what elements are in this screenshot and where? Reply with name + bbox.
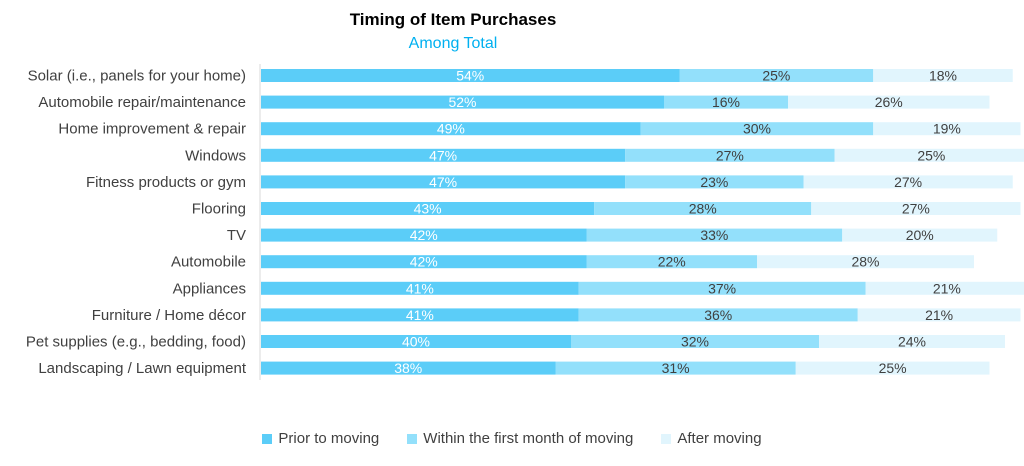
- bar-segment-series-2: [586, 228, 843, 242]
- bar-segment-series-1: [261, 281, 579, 295]
- category-label: Automobile: [171, 254, 246, 271]
- bar-segment-series-3: [834, 148, 1024, 162]
- category-label: Furniture / Home décor: [92, 307, 246, 324]
- data-label: 38%: [394, 360, 422, 376]
- bar-segment-series-1: [261, 335, 571, 348]
- bar-segment-series-1: [261, 361, 556, 375]
- category-label: Fitness products or gym: [86, 174, 246, 191]
- bar-segment-series-1: [261, 148, 626, 162]
- bar-segment-series-2: [640, 122, 874, 136]
- bar-segment-series-1: [261, 308, 579, 322]
- data-label: 28%: [689, 201, 717, 217]
- bar-segment-series-1: [261, 228, 587, 242]
- bar-segment-series-2: [586, 255, 757, 269]
- legend-swatch: [262, 433, 273, 444]
- bar-segment-series-1: [261, 69, 680, 82]
- bar-segment-series-1: [261, 255, 587, 269]
- data-label: 41%: [406, 307, 434, 323]
- data-label: 25%: [762, 68, 790, 84]
- data-label: 43%: [414, 201, 442, 217]
- bar-segment-series-2: [664, 95, 788, 109]
- legend-label: Within the first month of moving: [423, 430, 634, 447]
- bar-segment-series-3: [795, 361, 990, 375]
- legend-swatch: [407, 433, 418, 444]
- legend-label: After moving: [677, 430, 762, 447]
- bar-segment-series-1: [261, 175, 626, 189]
- bar-segment-series-3: [819, 335, 1005, 348]
- bar-segment-series-1: [261, 202, 595, 215]
- bar-segment-series-2: [578, 308, 858, 322]
- bar-segment-series-3: [788, 95, 990, 109]
- data-label: 23%: [700, 174, 728, 190]
- data-label: 27%: [716, 147, 744, 163]
- category-label: Flooring: [192, 201, 246, 218]
- data-label: 37%: [708, 280, 736, 296]
- data-label: 33%: [700, 227, 728, 243]
- category-label: Solar (i.e., panels for your home): [28, 68, 246, 85]
- legend-item: After moving: [661, 430, 762, 447]
- data-label: 27%: [902, 201, 930, 217]
- bar-segment-series-3: [811, 202, 1021, 215]
- data-label: 36%: [704, 307, 732, 323]
- data-label: 26%: [875, 94, 903, 110]
- data-label: 25%: [917, 147, 945, 163]
- data-label: 40%: [402, 334, 430, 350]
- bar-segment-series-3: [873, 69, 1013, 82]
- data-label: 27%: [894, 174, 922, 190]
- category-label: Pet supplies (e.g., bedding, food): [26, 334, 246, 351]
- legend: Prior to moving Within the first month of…: [0, 430, 1024, 447]
- data-label: 28%: [851, 254, 879, 270]
- bar-segment-series-2: [594, 202, 812, 215]
- data-label: 41%: [406, 280, 434, 296]
- category-label: Landscaping / Lawn equipment: [38, 360, 246, 377]
- bar-segment-series-2: [625, 175, 804, 189]
- data-label: 21%: [925, 307, 953, 323]
- data-label: 16%: [712, 94, 740, 110]
- bar-segment-series-2: [571, 335, 819, 348]
- bar-segment-series-3: [873, 122, 1021, 136]
- data-label: 19%: [933, 121, 961, 137]
- data-label: 30%: [743, 121, 771, 137]
- category-label: Windows: [185, 147, 246, 164]
- legend-label: Prior to moving: [278, 430, 380, 447]
- data-label: 20%: [906, 227, 934, 243]
- data-label: 47%: [429, 174, 457, 190]
- data-label: 32%: [681, 334, 709, 350]
- chart-subtitle: Among Total: [409, 35, 498, 52]
- legend-item: Within the first month of moving: [407, 430, 633, 447]
- bar-segment-series-3: [757, 255, 974, 269]
- bar-segment-series-2: [679, 69, 874, 82]
- data-label: 49%: [437, 121, 465, 137]
- data-label: 18%: [929, 68, 957, 84]
- data-label: 25%: [879, 360, 907, 376]
- chart-title: Timing of Item Purchases: [350, 10, 557, 29]
- data-label: 24%: [898, 334, 926, 350]
- bar-segment-series-3: [842, 228, 998, 242]
- category-label: TV: [227, 227, 246, 244]
- bar-segment-series-2: [625, 148, 835, 162]
- bar-segment-series-2: [578, 281, 866, 295]
- data-label: 42%: [410, 227, 438, 243]
- legend-item: Prior to moving: [262, 430, 379, 447]
- data-label: 22%: [658, 254, 686, 270]
- data-label: 52%: [448, 94, 476, 110]
- bar-segment-series-3: [857, 308, 1021, 322]
- category-label: Appliances: [173, 280, 246, 297]
- bar-segment-series-2: [555, 361, 796, 375]
- data-label: 54%: [456, 68, 484, 84]
- data-label: 42%: [410, 254, 438, 270]
- bar-segment-series-1: [261, 122, 641, 136]
- bar-segment-series-1: [261, 95, 664, 109]
- data-label: 31%: [662, 360, 690, 376]
- category-labels: Solar (i.e., panels for your home) Automo…: [26, 68, 247, 378]
- data-label: 47%: [429, 147, 457, 163]
- category-label: Home improvement & repair: [58, 121, 246, 138]
- data-label: 21%: [933, 280, 961, 296]
- bar-segment-series-3: [803, 175, 1013, 189]
- bar-group: 54% 25% 18% 52% 16% 26% 49% 30% 19% 47% 27% 25% 47% 2…: [261, 68, 1024, 376]
- bar-segment-series-3: [865, 281, 1024, 295]
- category-label: Automobile repair/maintenance: [38, 94, 246, 111]
- legend-swatch: [661, 433, 672, 444]
